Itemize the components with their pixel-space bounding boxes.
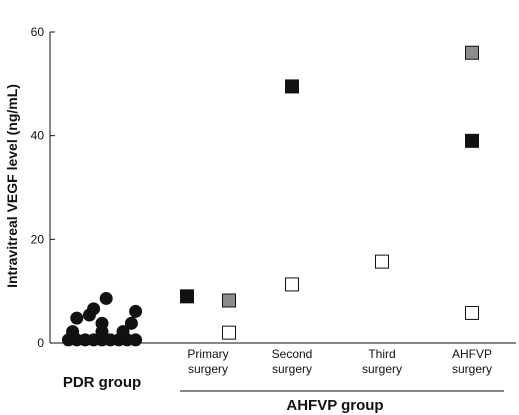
pdr-data-point [129,333,143,347]
pdr-data-point [70,311,84,325]
category-label: Primary [187,347,228,361]
y-tick-label: 20 [31,232,45,246]
pdr-data-point [129,304,143,318]
data-points [61,45,479,347]
surgery-data-point [285,277,299,292]
category-label: surgery [452,362,492,376]
surgery-data-point [465,305,479,320]
surgery-data-point [465,133,479,148]
y-axis-title: Intravitreal VEGF level (ng/mL) [4,84,20,288]
surgery-data-point [285,79,299,94]
category-label: PDR group [63,374,141,391]
category-label: AHFVP [452,347,492,361]
pdr-data-point [95,316,109,330]
pdr-data-point [66,325,80,339]
category-label: surgery [362,362,402,376]
pdr-data-point [87,302,101,316]
y-ticks: 0 20 40 60 [31,25,55,350]
surgery-data-point [180,289,194,304]
pdr-data-point [124,316,138,330]
surgery-data-point [375,254,389,269]
pdr-data-point [116,325,130,339]
category-label: surgery [188,362,228,376]
surgery-data-point [465,45,479,60]
category-label: Second [272,347,313,361]
y-tick-label: 0 [37,336,44,350]
category-label: Third [368,347,395,361]
y-tick-label: 60 [31,25,45,39]
surgery-data-point [222,293,236,308]
pdr-data-point [99,291,113,305]
y-tick-label: 40 [31,129,45,143]
surgery-data-point [222,325,236,340]
category-labels: PDR groupPrimarysurgerySecondsurgeryThir… [63,347,492,391]
group-label: AHFVP group [286,397,383,414]
category-label: surgery [272,362,312,376]
